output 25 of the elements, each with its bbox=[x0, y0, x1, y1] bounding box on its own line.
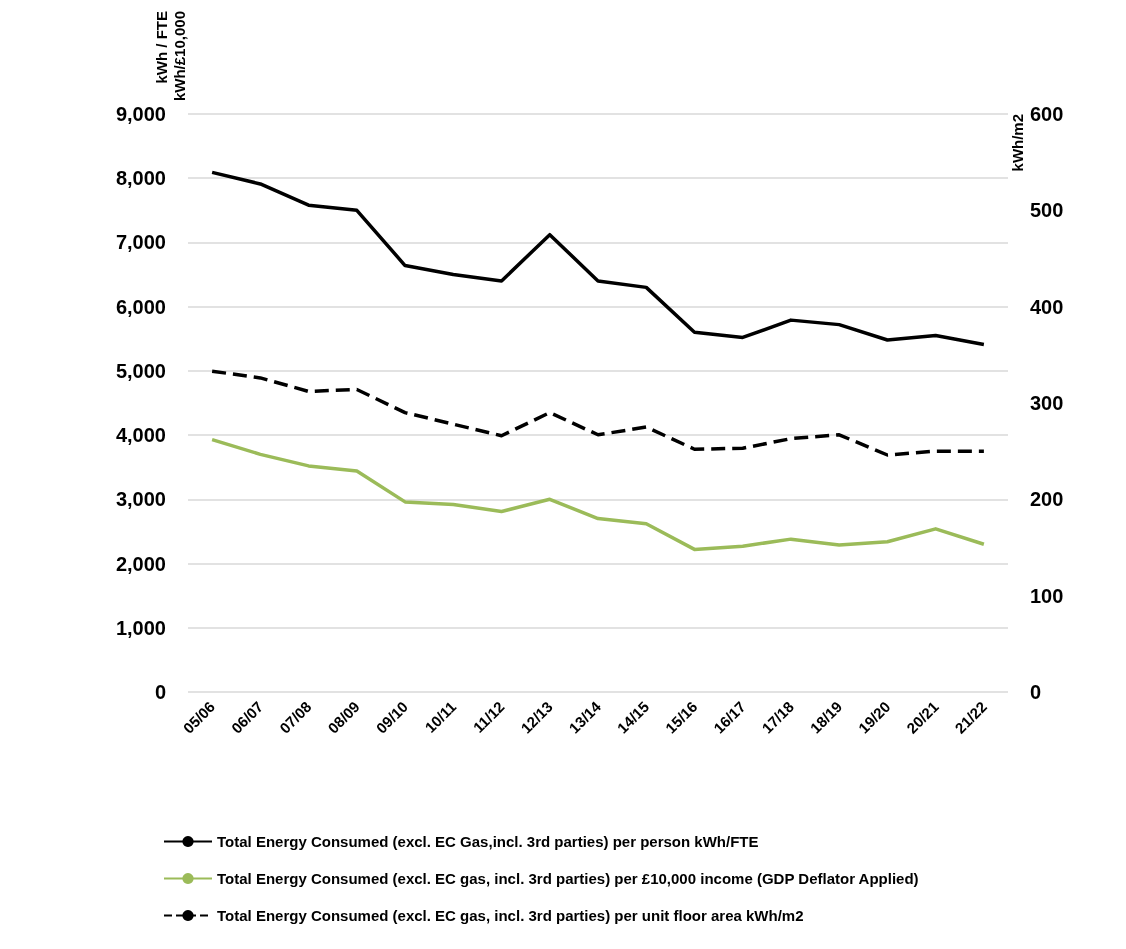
y2-tick-label: 600 bbox=[1030, 102, 1064, 125]
y-tick-label: 5,000 bbox=[115, 359, 166, 382]
y-tick-label: 7,000 bbox=[115, 231, 166, 254]
line-series bbox=[210, 170, 986, 347]
y-axis-title: kWh / FTE kWh/£10,000 bbox=[152, 11, 188, 102]
y2-tick-label: 400 bbox=[1030, 295, 1064, 318]
y2-tick-label: 300 bbox=[1030, 391, 1064, 414]
y2-tick-label: 0 bbox=[1030, 681, 1042, 703]
y2-axis-title: kWh/m2 bbox=[1008, 113, 1026, 172]
line-series bbox=[210, 437, 986, 552]
y-tick-label: 4,000 bbox=[115, 424, 166, 447]
y2-tick-label: 500 bbox=[1030, 199, 1064, 222]
line-series bbox=[210, 369, 986, 457]
legend-label: Total Energy Consumed (excl. EC gas, incl. 3rd parties) per unit floor area kWh/m2 bbox=[217, 907, 804, 924]
y2-tick-label: 100 bbox=[1030, 584, 1064, 607]
y-tick-label: 9,000 bbox=[115, 102, 166, 125]
legend-label: Total Energy Consumed (excl. EC gas, incl. 3rd parties) per £10,000 income (GDP Deflator Applied) bbox=[217, 870, 919, 887]
legend-label: Total Energy Consumed (excl. EC Gas,incl. 3rd parties) per person kWh/FTE bbox=[217, 833, 759, 850]
y-tick-label: 3,000 bbox=[115, 488, 166, 511]
y-tick-label: 0 bbox=[154, 681, 166, 703]
y-tick-label: 6,000 bbox=[115, 295, 166, 318]
y-tick-label: 2,000 bbox=[115, 552, 166, 575]
y-tick-label: 1,000 bbox=[115, 616, 166, 639]
y-tick-label: 8,000 bbox=[115, 167, 166, 190]
y2-tick-label: 200 bbox=[1030, 488, 1064, 511]
